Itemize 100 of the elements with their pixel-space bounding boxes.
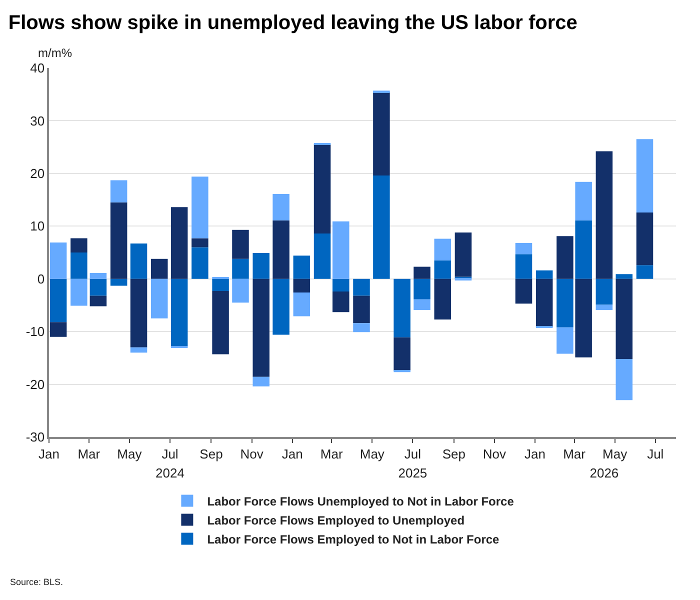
bar: [556, 278, 574, 328]
bar: [575, 182, 592, 220]
bar: [110, 202, 128, 279]
bar: [616, 358, 633, 400]
bar: [90, 273, 107, 279]
bar: [454, 232, 472, 277]
y-axis-title: m/m%: [38, 46, 72, 60]
x2-tick-label: 2024: [156, 466, 184, 481]
y-tick-label: -30: [26, 430, 45, 445]
bar: [556, 327, 574, 354]
bar: [130, 278, 148, 348]
y-tick-label: 0: [37, 271, 45, 286]
bar: [90, 278, 107, 296]
x-tick-label: Jul: [404, 446, 422, 462]
bar: [293, 278, 310, 293]
bar: [232, 278, 249, 303]
bar: [252, 278, 270, 377]
bar: [70, 278, 88, 306]
bar: [332, 292, 350, 312]
bar: [556, 236, 574, 279]
bar: [50, 322, 67, 337]
bar: [575, 278, 592, 358]
bar: [314, 144, 331, 234]
bar: [130, 347, 148, 353]
bar: [394, 337, 410, 371]
bar: [192, 176, 208, 238]
bar: [151, 278, 168, 318]
bar: [394, 278, 410, 338]
legend-label: Labor Force Flows Employed to Not in Labor Force: [207, 532, 500, 546]
bar: [151, 258, 168, 279]
bar: [536, 270, 553, 279]
bar: [293, 256, 310, 279]
bar: [272, 194, 290, 220]
bar: [636, 139, 654, 212]
bar: [212, 278, 229, 291]
bar: [272, 220, 290, 279]
bar: [293, 292, 310, 316]
y-tick-label: -10: [26, 324, 45, 340]
bar: [596, 304, 613, 310]
bar: [515, 254, 532, 279]
x-tick-label: Jan: [524, 446, 546, 462]
x-tick-label: May: [117, 446, 142, 462]
bar: [536, 278, 553, 327]
bar: [332, 221, 350, 279]
x-tick-label: Jul: [162, 446, 178, 462]
bar: [434, 238, 451, 260]
y-tick-label: 40: [30, 60, 45, 76]
bar: [252, 253, 270, 279]
bar: [414, 299, 430, 310]
x-tick-label: Jan: [282, 446, 303, 462]
x-tick-label: Sep: [442, 446, 466, 462]
bar: [272, 278, 290, 335]
bar: [616, 278, 633, 359]
bar: [170, 278, 188, 346]
x-tick-label: May: [360, 446, 385, 462]
bar: [170, 207, 188, 279]
source-note: Source: BLS.: [10, 577, 64, 587]
x2-tick-label: 2026: [590, 466, 619, 481]
bar: [414, 278, 430, 300]
chart-title: Flows show spike in unemployed leaving the US labor force: [8, 12, 578, 34]
y-tick-label: -20: [26, 376, 45, 392]
bar: [373, 92, 390, 176]
bar: [434, 278, 451, 320]
bar: [50, 242, 67, 279]
bar: [596, 278, 613, 305]
bar: [314, 234, 331, 279]
legend-label: Labor Force Flows Unemployed to Not in Labor Force: [207, 494, 514, 508]
bar: [434, 260, 451, 279]
x-tick-label: Mar: [320, 446, 344, 462]
bar: [596, 151, 613, 279]
x-tick-label: Nov: [482, 446, 507, 462]
bar: [212, 290, 229, 354]
bar: [90, 296, 107, 306]
bar: [515, 278, 532, 304]
bar: [130, 244, 148, 279]
y-tick-label: 20: [30, 166, 45, 181]
x-tick-label: Jan: [38, 446, 60, 462]
x-tick-label: Jul: [647, 446, 664, 462]
x2-tick-label: 2025: [398, 466, 428, 481]
legend-label: Labor Force Flows Employed to Unemployed: [207, 513, 465, 528]
bar: [414, 266, 430, 279]
x-tick-label: May: [602, 446, 628, 462]
bar: [50, 278, 67, 322]
x-tick-label: Sep: [200, 446, 223, 462]
bar: [252, 376, 270, 386]
x-tick-label: Nov: [240, 446, 264, 462]
bar: [575, 220, 592, 279]
bar: [110, 278, 128, 286]
bar: [70, 238, 88, 252]
bar: [373, 176, 390, 279]
bar: [232, 230, 249, 259]
y-tick-label: 30: [30, 113, 45, 128]
bar: [515, 243, 532, 254]
bar: [616, 274, 633, 279]
bar: [110, 180, 128, 202]
bar: [636, 212, 654, 266]
bar: [353, 278, 370, 296]
bar: [636, 265, 654, 279]
bar: [353, 323, 370, 332]
bar: [353, 296, 370, 324]
